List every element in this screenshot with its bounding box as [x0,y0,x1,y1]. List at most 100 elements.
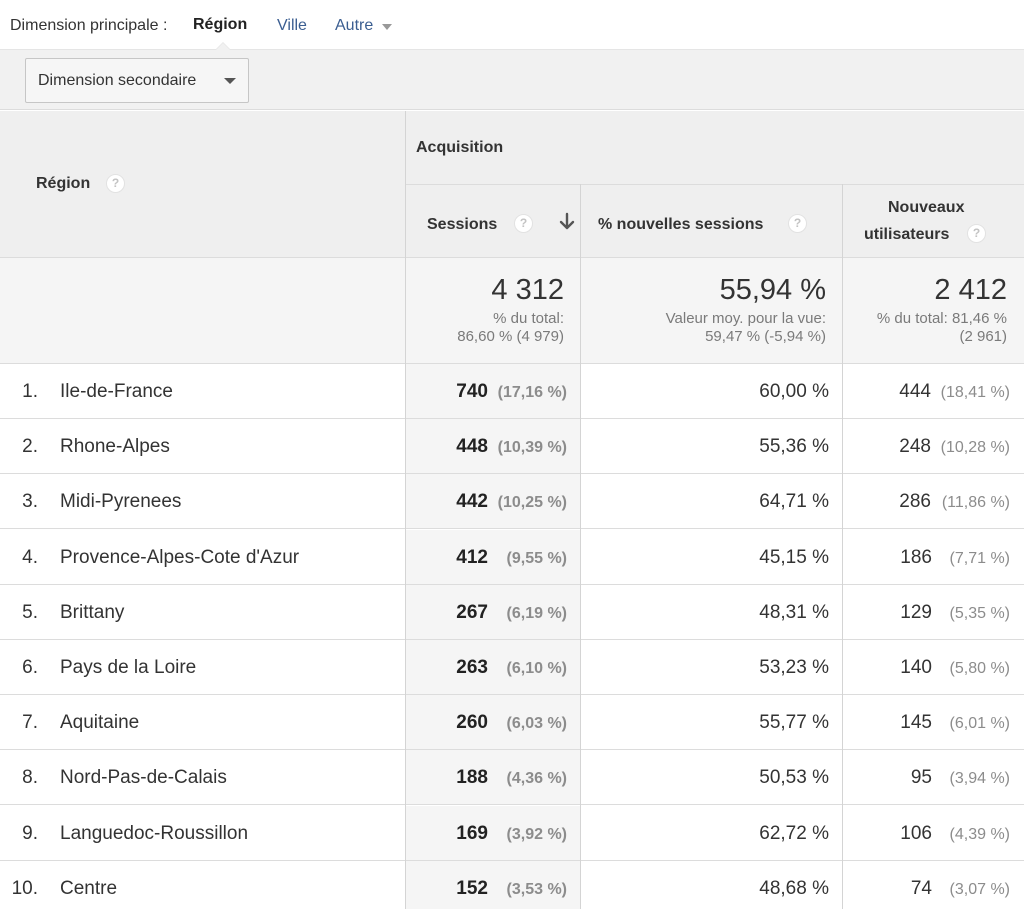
region-link[interactable]: Midi-Pyrenees [60,491,182,512]
total-sessions: 4 312 [491,274,564,306]
new-users-percent: (11,86 %) [941,494,1010,511]
sessions-value: 188 [456,767,488,788]
region-link[interactable]: Languedoc-Roussillon [60,823,249,844]
autre-dropdown-icon[interactable] [382,24,392,30]
total-new-users-sub2: (2 961) [959,328,1007,345]
new-users-percent: (6,01 %) [949,715,1010,732]
sessions-value: 412 [456,547,488,568]
total-sessions-sub2: 86,60 % (4 979) [457,328,564,345]
table-row[interactable]: 6. Pays de la Loire 263 (6,10 %) 53,23 % 140 (… [0,640,1024,695]
new-sessions-value: 64,71 % [759,491,829,512]
table-row[interactable]: 9. Languedoc-Roussillon 169 (3,92 %) 62,72 %… [0,806,1024,861]
table-row[interactable]: 5. Brittany 267 (6,19 %) 48,31 % 129 (5,35 %) [0,585,1024,640]
header-divider [405,184,1024,185]
secondary-dimension-label: Dimension secondaire [38,72,197,89]
table-row[interactable]: 4. Provence-Alpes-Cote d'Azur 412 (9,55 %) 4… [0,530,1024,585]
chevron-down-icon [224,78,236,84]
table-row[interactable]: 2. Rhone-Alpes 448 (10,39 %) 55,36 % 248 (10,2… [0,419,1024,474]
dimension-option-region[interactable]: Région [193,16,248,33]
new-sessions-value: 45,15 % [759,547,829,568]
table-row[interactable]: 7. Aquitaine 260 (6,03 %) 55,77 % 145 (6,01 %) [0,695,1024,750]
row-number: 8. [22,767,38,788]
new-sessions-value: 53,23 % [759,657,829,678]
sessions-percent: (6,19 %) [506,605,567,622]
row-number: 5. [22,602,38,623]
row-divider [0,584,1024,585]
sessions-cell: 448 (10,39 %) [405,419,580,474]
new-users-percent: (5,35 %) [949,605,1010,622]
sessions-cell: 267 (6,19 %) [405,585,580,640]
new-users-value: 186 [900,547,932,568]
region-link[interactable]: Brittany [60,602,125,623]
table-row[interactable]: 10. Centre 152 (3,53 %) 48,68 % 74 (3,07 %) [0,861,1024,909]
total-new-users-sub1: % du total: 81,46 % [876,310,1007,327]
column-header-new-users-line1[interactable]: Nouveaux [888,199,965,216]
region-link[interactable]: Rhone-Alpes [60,436,170,457]
table-row[interactable]: 1. Ile-de-France 740 (17,16 %) 60,00 % 444 (18… [0,364,1024,419]
sessions-cell: 442 (10,25 %) [405,474,580,529]
row-divider [0,639,1024,640]
table-row[interactable]: 3. Midi-Pyrenees 442 (10,25 %) 64,71 % 286 (11… [0,474,1024,529]
new-users-percent: (7,71 %) [949,550,1010,567]
sessions-percent: (10,25 %) [497,494,567,511]
row-divider [0,418,1024,419]
region-link[interactable]: Provence-Alpes-Cote d'Azur [60,547,300,568]
header-bottom-border [0,257,1024,258]
sessions-cell: 740 (17,16 %) [405,364,580,419]
sessions-value: 152 [456,878,488,899]
region-help-icon[interactable]: ? [106,174,125,193]
total-new-sessions-sub2: 59,47 % (-5,94 %) [705,328,826,345]
primary-dimension-label: Dimension principale : [10,17,168,34]
sessions-cell: 412 (9,55 %) [405,530,580,585]
sessions-value: 263 [456,657,488,678]
row-number: 4. [22,547,38,568]
new-sessions-help-icon[interactable]: ? [788,214,807,233]
column-header-sessions[interactable]: Sessions [427,216,498,233]
new-users-value: 74 [910,878,932,899]
region-link[interactable]: Centre [60,878,118,899]
row-number: 6. [22,657,38,678]
column-header-new-sessions[interactable]: % nouvelles sessions [598,216,764,233]
totals-bottom-border [0,363,1024,364]
sessions-cell: 152 (3,53 %) [405,861,580,909]
new-users-percent: (18,41 %) [940,384,1010,401]
new-sessions-value: 60,00 % [759,381,829,402]
new-users-value: 145 [900,712,932,733]
region-link[interactable]: Pays de la Loire [60,657,197,678]
total-sessions-sub1: % du total: [493,310,564,327]
table-row[interactable]: 8. Nord-Pas-de-Calais 188 (4,36 %) 50,53 % 95… [0,750,1024,805]
row-divider [0,528,1024,529]
column-header-new-users-line2[interactable]: utilisateurs [864,226,950,243]
region-link[interactable]: Aquitaine [60,712,140,733]
group-header-acquisition: Acquisition [416,139,504,156]
sessions-value: 267 [456,602,488,623]
primary-dimension-bar: Dimension principale : Région Ville Autr… [0,0,1024,50]
column-divider-3 [842,184,843,909]
new-sessions-value: 55,77 % [759,712,829,733]
new-sessions-value: 48,68 % [759,878,829,899]
new-users-value: 286 [899,491,931,512]
new-users-help-icon[interactable]: ? [967,224,986,243]
region-link[interactable]: Nord-Pas-de-Calais [60,767,227,788]
sessions-value: 169 [456,823,488,844]
sessions-percent: (9,55 %) [506,550,567,567]
sessions-help-icon[interactable]: ? [514,214,533,233]
dimension-option-ville[interactable]: Ville [277,17,307,34]
dimension-option-autre[interactable]: Autre [335,17,374,34]
sessions-cell: 188 (4,36 %) [405,750,580,805]
new-users-percent: (4,39 %) [949,826,1010,843]
row-number: 1. [22,381,38,402]
totals-row: 4 312 % du total: 86,60 % (4 979) 55,94 … [0,258,1024,364]
new-users-value: 106 [900,823,932,844]
sessions-percent: (6,03 %) [506,715,567,732]
row-number: 3. [22,491,38,512]
secondary-dimension-button[interactable]: Dimension secondaire [25,58,249,103]
row-number: 2. [22,436,38,457]
new-users-percent: (5,80 %) [949,660,1010,677]
sessions-value: 448 [456,436,488,457]
column-header-region[interactable]: Région [36,175,91,192]
sessions-value: 740 [456,381,488,402]
row-divider [0,860,1024,861]
region-link[interactable]: Ile-de-France [60,381,173,402]
sort-descending-icon[interactable] [558,212,576,232]
